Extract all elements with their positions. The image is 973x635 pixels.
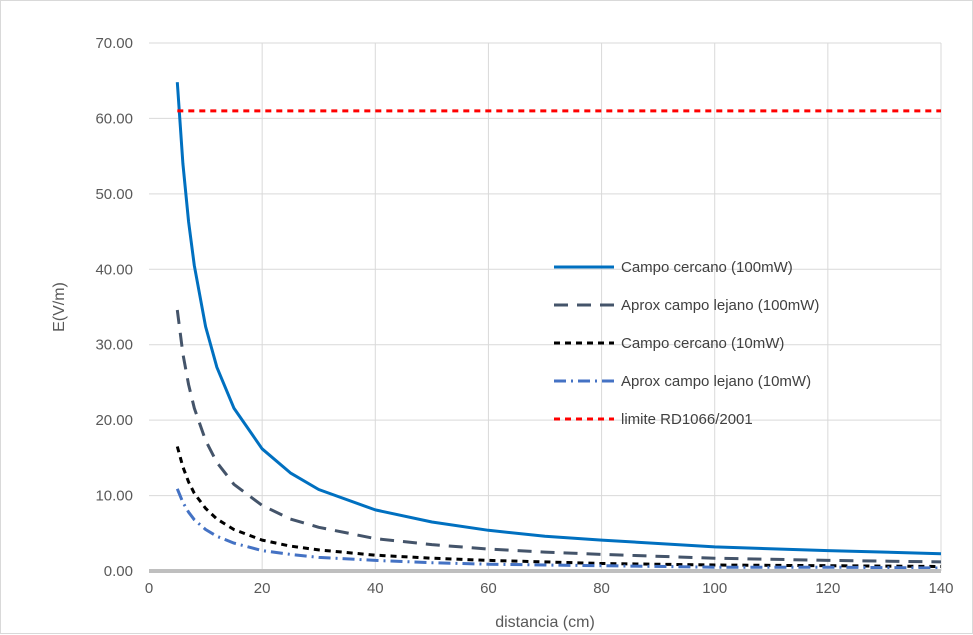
x-tick-label: 140	[928, 580, 953, 597]
y-axis-title: E(V/m)	[51, 282, 68, 332]
series-line-campo-cercano-10mw	[175, 446, 942, 568]
legend: Campo cercano (100mW) Aprox campo lejano …	[554, 259, 819, 428]
grid	[149, 42, 942, 571]
legend-label: Campo cercano (100mW)	[621, 259, 793, 276]
series-line-aprox-campo-lejano-100mw	[175, 309, 942, 564]
legend-label: Campo cercano (10mW)	[621, 335, 784, 352]
legend-label: Aprox campo lejano (10mW)	[621, 373, 811, 390]
y-tick-label: 10.00	[95, 488, 133, 505]
x-tick-label: 0	[145, 580, 153, 597]
y-tick-label: 40.00	[95, 261, 133, 278]
series-lines	[175, 82, 942, 570]
y-tick-label: 20.00	[95, 412, 133, 429]
x-tick-label: 80	[593, 580, 610, 597]
y-tick-label: 0.00	[104, 563, 133, 580]
y-tick-label: 70.00	[95, 35, 133, 52]
x-axis-title: distancia (cm)	[495, 614, 595, 631]
y-tick-label: 60.00	[95, 110, 133, 127]
series-line-aprox-campo-lejano-10mw	[175, 488, 942, 570]
y-axis: 0.00 10.00 20.00 30.00 40.00 50.00 60.00 70.00	[95, 35, 133, 580]
legend-label: limite RD1066/2001	[621, 411, 753, 428]
y-tick-label: 30.00	[95, 337, 133, 354]
x-tick-label: 100	[702, 580, 727, 597]
x-tick-label: 40	[367, 580, 384, 597]
x-tick-label: 60	[480, 580, 497, 597]
x-tick-label: 20	[254, 580, 271, 597]
x-tick-label: 120	[815, 580, 840, 597]
series-line-campo-cercano-100mw	[175, 82, 942, 556]
x-axis: 0 20 40 60 80 100 120 140	[145, 569, 954, 597]
y-tick-label: 50.00	[95, 186, 133, 203]
legend-label: Aprox campo lejano (100mW)	[621, 297, 819, 314]
